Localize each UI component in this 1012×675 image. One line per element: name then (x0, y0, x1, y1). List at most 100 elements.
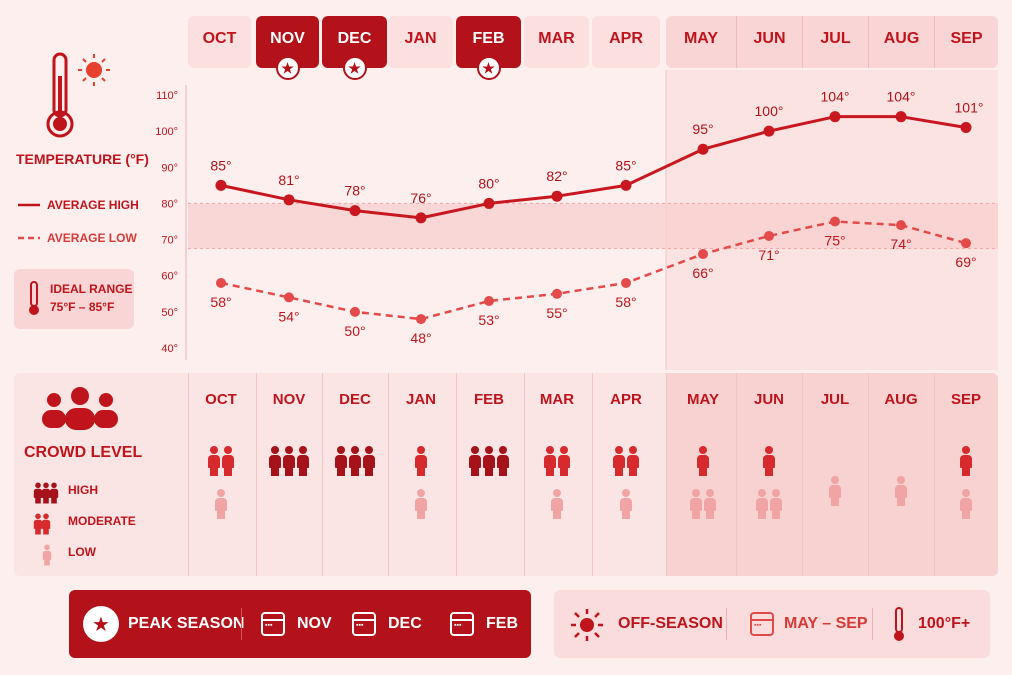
person-icon (33, 482, 43, 504)
crowd-strong-group (736, 446, 802, 481)
crowd-month-label: AUG (884, 391, 918, 408)
average-high-label: 82° (546, 168, 567, 184)
person-icon (469, 446, 481, 476)
average-high-point (215, 179, 227, 191)
average-high-label: 81° (278, 172, 299, 188)
person-icon (697, 446, 709, 476)
average-low-point (284, 292, 294, 303)
average-high-label: 104° (821, 89, 850, 105)
average-low-point (830, 216, 840, 227)
average-low-point (484, 296, 494, 307)
temperature-title: TEMPERATURE (°F) (16, 151, 149, 167)
average-high-point (829, 111, 841, 123)
person-icon (704, 489, 716, 519)
y-tick-label: 90° (161, 162, 178, 174)
person-icon (222, 446, 234, 476)
average-low-label: 75° (824, 233, 845, 249)
average-low-label: 66° (692, 265, 713, 281)
month-header-dec: DEC ★ (322, 16, 387, 80)
crowd-column-mar (524, 373, 589, 576)
thermometer-sun-icon (46, 52, 110, 138)
crowd-column-apr (592, 373, 660, 576)
average-low-label: 53° (478, 312, 499, 328)
month-header-may: MAY (666, 16, 736, 68)
person-icon (895, 476, 907, 506)
crowd-off-season-band (666, 373, 998, 576)
average-high-label: 100° (755, 103, 784, 119)
crowd-column-jul (802, 373, 868, 576)
y-tick-label: 70° (161, 235, 178, 247)
crowd-legend-low: LOW (68, 545, 96, 559)
average-high-label: 95° (692, 121, 713, 137)
crowd-strong-group (188, 446, 254, 481)
crowd-month-label: JUL (820, 391, 850, 408)
month-header-label: MAY (683, 30, 719, 47)
person-icon (215, 489, 227, 519)
average-high-label: 85° (615, 157, 636, 173)
off-season-label: OFF-SEASON (618, 615, 723, 632)
person-icon (770, 489, 782, 519)
average-high-label: 101° (955, 100, 984, 116)
month-header-jul: JUL (802, 16, 868, 68)
crowd-strong-group (388, 446, 454, 481)
y-tick-label: 40° (161, 343, 178, 355)
y-tick-label: 80° (161, 198, 178, 210)
person-icon (829, 476, 841, 506)
crowd-column-sep (934, 373, 998, 576)
peak-season-box: ★ PEAK SEASON NOV DEC FEB (69, 590, 531, 658)
person-icon (756, 489, 768, 519)
off-season-header-band (666, 16, 998, 68)
average-low-label: 58° (615, 294, 636, 310)
person-icon (33, 513, 43, 535)
person-icon (363, 446, 375, 476)
peak-star-icon: ★ (275, 56, 300, 80)
average-high-point (551, 190, 563, 202)
crowd-legend-moderate: MODERATE (68, 514, 136, 528)
person-icon (558, 446, 570, 476)
month-header-label: AUG (883, 30, 920, 47)
month-header-label: OCT (202, 30, 237, 47)
crowd-legend-high: HIGH (68, 483, 98, 497)
calendar-icon (261, 612, 285, 636)
average-high-point (483, 197, 495, 209)
average-low-label: 50° (344, 323, 365, 339)
month-header-mar: MAR (524, 16, 589, 68)
crowd-strong-group (933, 446, 999, 481)
average-high-point (763, 125, 775, 137)
person-icon (42, 544, 52, 566)
crowd-faint-group (868, 476, 934, 511)
average-low-point (350, 306, 360, 317)
legend-average-high: AVERAGE HIGH (47, 198, 139, 212)
legend-average-low: AVERAGE LOW (47, 231, 137, 245)
crowd-high-icon (33, 478, 59, 513)
peak-month-3: FEB (486, 615, 518, 632)
average-low-point (216, 277, 226, 288)
person-icon (620, 489, 632, 519)
average-high-point (960, 122, 972, 134)
person-icon (208, 446, 220, 476)
month-header-nov: NOV ★ (256, 16, 319, 80)
month-header-jan: JAN (388, 16, 453, 68)
average-high-line (220, 115, 967, 220)
crowd-strong-group (456, 446, 522, 481)
crowd-column-aug (868, 373, 934, 576)
month-header-label: NOV (270, 30, 305, 47)
crowd-strong-group (256, 446, 322, 481)
average-low-line (220, 220, 967, 321)
y-tick-label: 100° (155, 126, 178, 138)
crowd-column-oct (188, 373, 251, 576)
month-header-sep: SEP (934, 16, 998, 68)
crowd-month-label: MAR (539, 391, 575, 408)
ideal-range-label: IDEAL RANGE (50, 282, 133, 296)
crowd-month-label: JUN (753, 391, 784, 408)
person-icon (297, 446, 309, 476)
crowd-faint-group (524, 489, 590, 524)
average-high-label: 80° (478, 175, 499, 191)
person-icon (960, 489, 972, 519)
person-icon (41, 482, 51, 504)
off-season-range: MAY – SEP (784, 615, 868, 632)
off-season-box: OFF-SEASON MAY – SEP 100°F+ (554, 590, 990, 658)
crowd-month-label: OCT (205, 391, 237, 408)
peak-season-label: PEAK SEASON (128, 615, 245, 632)
average-high-point (697, 143, 709, 155)
